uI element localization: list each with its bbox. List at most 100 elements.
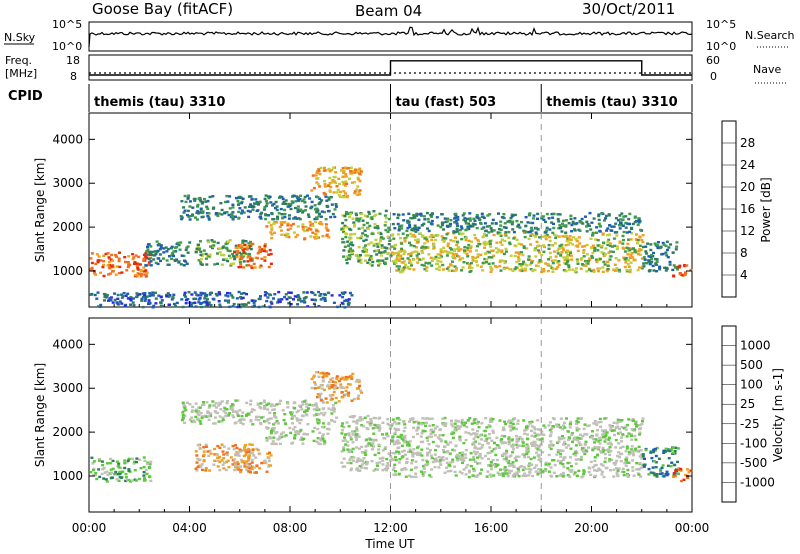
echo-cell <box>531 268 535 272</box>
echo-cell <box>148 475 152 479</box>
echo-cell <box>323 297 327 300</box>
echo-cell <box>250 198 254 201</box>
echo-cell <box>188 241 192 244</box>
echo-cell <box>298 430 302 434</box>
echo-cell <box>356 457 360 460</box>
echo-cell <box>531 260 534 263</box>
echo-cell <box>222 461 226 464</box>
echo-cell <box>314 371 318 374</box>
echo-cell <box>469 464 473 468</box>
echo-cell <box>129 299 133 302</box>
echo-cell <box>500 238 504 241</box>
echo-cell <box>431 424 435 427</box>
echo-cell <box>233 468 237 471</box>
echo-cell <box>175 258 179 261</box>
echo-cell <box>131 269 135 273</box>
echo-cell <box>247 456 251 459</box>
echo-cell <box>296 419 299 422</box>
echo-cell <box>557 235 561 238</box>
echo-cell <box>317 169 321 173</box>
echo-cell <box>148 294 152 298</box>
echo-cell <box>407 212 411 215</box>
echo-cell <box>600 251 604 254</box>
echo-cell <box>534 470 538 473</box>
echo-cell <box>469 262 473 265</box>
echo-cell <box>459 225 463 228</box>
echo-cell <box>92 468 95 472</box>
echo-cell <box>655 258 659 261</box>
echo-cell <box>568 469 572 472</box>
echo-cell <box>627 453 631 456</box>
echo-cell <box>509 429 513 432</box>
echo-cell <box>627 217 631 221</box>
echo-cell <box>520 243 524 246</box>
echo-cell <box>302 299 306 303</box>
echo-cell <box>610 229 614 232</box>
echo-cell <box>583 442 587 446</box>
echo-cell <box>485 225 489 228</box>
echo-cell <box>333 175 337 179</box>
echo-cell <box>372 445 376 448</box>
echo-cell <box>355 171 359 174</box>
echo-cell <box>409 232 413 235</box>
echo-cell <box>642 256 646 259</box>
echo-cell <box>668 260 672 264</box>
echo-cell <box>370 217 374 221</box>
echo-cell <box>356 397 360 400</box>
echo-cell <box>254 415 258 418</box>
echo-cell <box>541 235 545 238</box>
echo-cell <box>379 236 383 239</box>
echo-cell <box>138 458 142 461</box>
echo-cell <box>465 262 469 265</box>
echo-cell <box>267 457 271 460</box>
echo-cell <box>142 266 146 269</box>
echo-cell <box>272 429 276 433</box>
echo-cell <box>450 264 454 267</box>
echo-cell <box>579 267 583 270</box>
echo-cell <box>643 463 647 466</box>
echo-cell <box>381 459 385 462</box>
echo-cell <box>634 450 638 453</box>
echo-cell <box>145 462 149 466</box>
echo-cell <box>182 264 186 267</box>
echo-cell <box>325 233 329 236</box>
echo-cell <box>538 449 542 452</box>
echo-cell <box>569 251 572 255</box>
echo-cell <box>649 450 653 453</box>
echo-cell <box>194 408 198 411</box>
echo-cell <box>350 211 353 214</box>
echo-cell <box>504 441 507 444</box>
echo-cell <box>317 413 321 416</box>
echo-cell <box>318 394 322 397</box>
echo-cell <box>573 471 577 474</box>
echo-cell <box>144 468 148 472</box>
echo-cell <box>645 252 649 255</box>
echo-cell <box>244 303 248 306</box>
echo-cell <box>354 168 358 171</box>
echo-cell <box>390 440 394 443</box>
echo-cell <box>211 240 215 243</box>
echo-cell <box>315 413 319 416</box>
echo-cell <box>117 259 121 263</box>
echo-cell <box>308 220 312 224</box>
echo-cell <box>430 215 433 218</box>
echo-cell <box>515 427 518 431</box>
echo-cell <box>325 401 329 404</box>
echo-cell <box>579 220 583 224</box>
echo-cell <box>476 238 480 242</box>
nsearch-tick-top: 10^5 <box>706 18 736 31</box>
echo-cell <box>322 169 326 172</box>
echo-cell <box>438 256 442 259</box>
echo-cell <box>392 458 396 462</box>
echo-cell <box>373 249 377 253</box>
echo-cell <box>542 244 546 247</box>
echo-cell <box>301 403 305 406</box>
echo-cell <box>237 216 241 220</box>
echo-cell <box>567 436 571 439</box>
echo-cell <box>624 222 628 225</box>
echo-cell <box>377 451 381 455</box>
echo-cell <box>114 470 118 474</box>
echo-cell <box>241 249 245 252</box>
echo-cell <box>345 226 349 229</box>
echo-cell <box>534 255 538 258</box>
